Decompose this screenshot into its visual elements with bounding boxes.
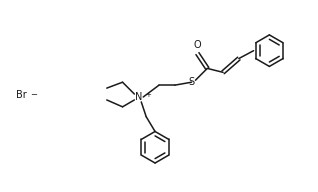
Text: Br: Br: [16, 90, 27, 100]
Text: +: +: [145, 92, 151, 98]
Text: S: S: [189, 77, 195, 87]
Text: N: N: [135, 92, 142, 102]
Text: O: O: [194, 40, 201, 50]
Text: −: −: [30, 90, 37, 99]
